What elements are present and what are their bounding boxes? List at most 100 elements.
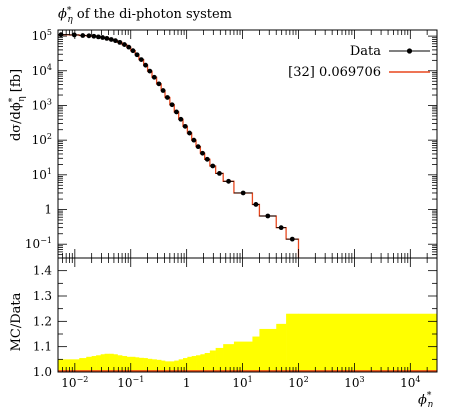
ratio-band-bin [182, 358, 188, 372]
data-point [289, 236, 295, 242]
ratio-band-bin [130, 356, 136, 372]
data-point [95, 34, 101, 40]
y-tick-label: 103 [32, 97, 52, 112]
data-point [113, 38, 118, 44]
x-tick-label: 1 [183, 376, 191, 390]
mc-step-line [58, 34, 300, 258]
ratio-y-tick-label: 1.0 [33, 365, 52, 379]
ratio-band-bin [135, 357, 140, 372]
y-tick-label: 104 [32, 63, 52, 78]
ratio-band-bin [223, 344, 235, 372]
ratio-y-axis-label: MC/Data [9, 292, 24, 351]
ratio-band-bin [109, 353, 114, 372]
data-point [151, 74, 157, 80]
data-point [108, 37, 114, 42]
ratio-band-bin [215, 347, 224, 372]
y-tick-label: 101 [32, 167, 52, 182]
x-tick-label: 104 [400, 375, 420, 390]
data-point [226, 178, 231, 184]
data-point [117, 39, 123, 45]
y-ticks [58, 35, 437, 259]
x-tick-label: 10−2 [61, 375, 88, 390]
data-point [278, 225, 284, 231]
data-point [86, 33, 92, 39]
data-point [126, 44, 132, 50]
data-point [91, 33, 97, 39]
data-point [204, 156, 210, 162]
data-point [217, 170, 222, 176]
ratio-y-tick-label: 1.4 [33, 264, 52, 278]
data-point [138, 57, 144, 63]
data-point [71, 32, 77, 38]
ratio-band-bin [165, 361, 171, 372]
y-tick-label: 105 [32, 28, 52, 43]
legend-label-mc: [32] 0.069706 [288, 65, 381, 80]
data-points [58, 32, 299, 242]
ratio-band-bin [138, 357, 144, 372]
data-point [253, 202, 259, 207]
ratio-band-bin [252, 336, 260, 372]
ratio-band-bin [126, 356, 132, 372]
ratio-band-bin [143, 358, 148, 372]
data-point [240, 190, 246, 196]
ratio-band-bin [58, 359, 70, 372]
ratio-band-bin [196, 355, 201, 372]
data-point [122, 42, 127, 47]
y-axis-label: dσ/dϕ*η [fb] [8, 69, 27, 141]
data-point [200, 150, 205, 156]
ratio-band-bin [286, 313, 299, 372]
ratio-band-bin [174, 360, 179, 372]
ratio-band-bin [169, 361, 175, 372]
ratio-band-bin [86, 356, 92, 372]
ratio-y-tick-label: 1.3 [33, 289, 52, 303]
x-axis-label: ϕ* η [418, 391, 433, 407]
ratio-band-bin [122, 356, 128, 372]
ratio-band-bin [209, 350, 216, 372]
data-point [182, 123, 188, 129]
ratio-band-bin [104, 353, 110, 372]
ratio-band-tail [298, 313, 437, 372]
ratio-band-bin [100, 354, 105, 372]
ratio-band-bin [117, 355, 123, 372]
ratio-band-bin [152, 359, 157, 372]
ratio-band-bin [147, 358, 153, 372]
y-tick-label: 102 [32, 132, 52, 147]
y-tick-label: 10−1 [25, 236, 52, 251]
ratio-uncertainty-band [58, 313, 437, 372]
chart-title: ϕ* η of the di-photon system [58, 6, 232, 25]
ratio-band-bin [79, 358, 87, 372]
y-tick-label: 1 [44, 203, 52, 217]
ratio-band-bin [191, 356, 197, 372]
legend-label-data: Data [350, 44, 381, 59]
ratio-y-tick-label: 1.2 [33, 314, 52, 328]
data-point [210, 163, 216, 169]
data-point [100, 35, 106, 40]
data-point [156, 81, 162, 87]
ratio-band-bin [178, 359, 184, 372]
ratio-plot-frame [57, 257, 438, 373]
data-point [187, 130, 192, 136]
ratio-band-bin [96, 355, 101, 372]
data-point [160, 88, 166, 93]
ratio-y-ticks [58, 257, 437, 373]
data-point [104, 35, 110, 41]
ratio-band-bin [156, 359, 162, 372]
ratio-band-bin [276, 323, 287, 372]
ratio-band-bin [259, 328, 277, 372]
ratio-band-bin [91, 356, 97, 372]
ratio-band-bin [204, 353, 211, 372]
data-point [174, 109, 179, 115]
data-point [165, 95, 170, 100]
data-point [143, 62, 149, 68]
x-tick-label: 101 [232, 375, 252, 390]
legend-data-marker [406, 48, 413, 54]
x-tick-label: 10−1 [117, 375, 144, 390]
data-point [80, 33, 86, 38]
ratio-y-tick-label: 1.1 [33, 340, 52, 354]
data-point [169, 102, 175, 108]
data-point [195, 144, 201, 150]
x-tick-label: 103 [344, 375, 364, 390]
legend: Data [32] 0.069706 [288, 44, 430, 80]
ratio-band-bin [161, 360, 166, 372]
